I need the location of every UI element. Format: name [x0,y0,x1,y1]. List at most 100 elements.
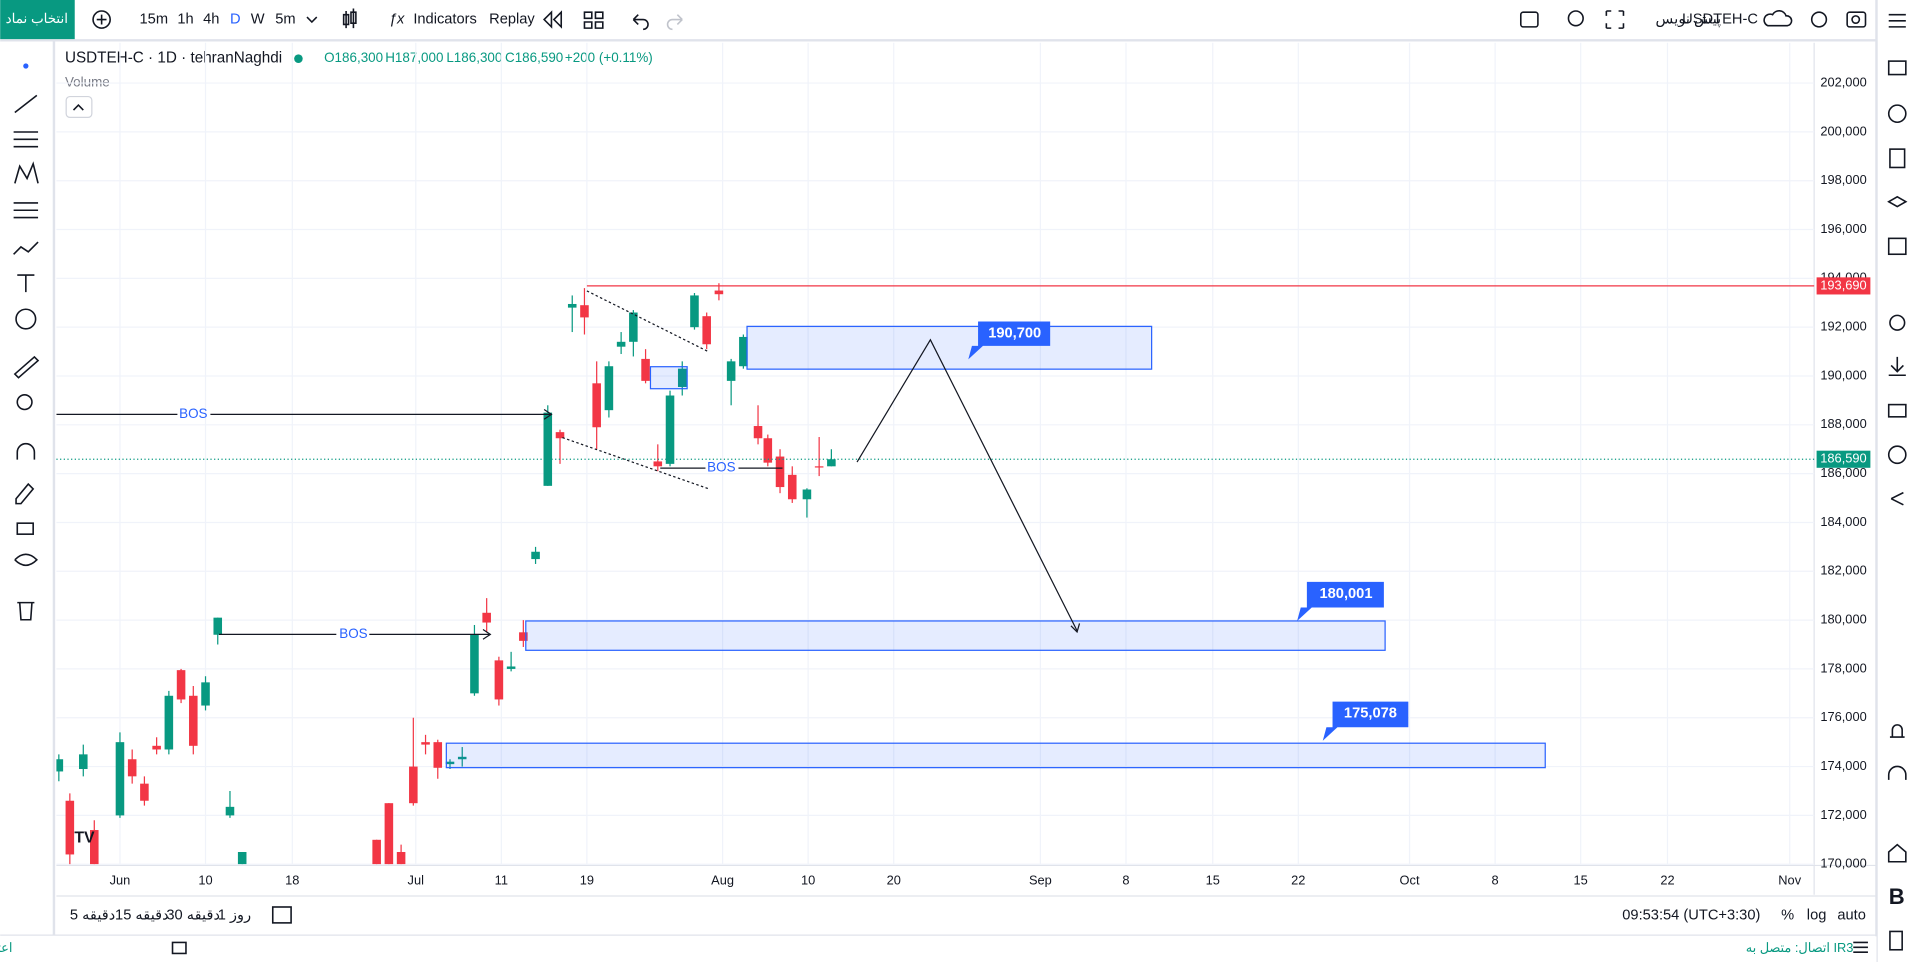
add-icon[interactable] [92,10,111,29]
pattern-tool[interactable] [14,161,39,184]
watchlist-icon[interactable] [1887,60,1907,76]
candle-body [555,432,565,439]
layers-icon[interactable] [1887,195,1908,208]
zoom-tool[interactable] [16,394,33,411]
card-icon[interactable] [1887,403,1907,418]
zone[interactable] [445,742,1546,769]
trend-line-tool[interactable] [14,94,38,114]
candle-body [753,426,763,439]
symbol-button-label[interactable]: انتخاب نماد [6,11,68,26]
notes-icon[interactable] [1889,148,1906,169]
callout[interactable] [968,321,1051,360]
interval[interactable]: 1h [177,11,193,27]
settings-icon[interactable] [1889,314,1906,331]
candle-body [189,695,198,746]
replay-icon[interactable] [542,10,563,29]
legend-close: C186,590 [505,50,563,65]
goto-date-icon[interactable] [271,906,292,924]
zone[interactable] [649,366,688,390]
range-button[interactable]: 5 دقیقه [70,907,115,923]
share-icon[interactable] [1890,491,1904,506]
indicators-button[interactable]: Indicators [413,11,477,27]
support-icon[interactable] [1887,765,1907,780]
layout-icon[interactable] [583,11,604,29]
text-tool[interactable] [17,274,35,293]
wedge-line[interactable] [562,290,710,490]
candle-body [604,366,614,411]
legend-high: H187,000 [385,50,443,65]
interval[interactable]: 5m [275,11,295,27]
undo-icon[interactable] [632,14,649,31]
interval[interactable]: 15m [140,11,169,27]
y-tick-label: 176,000 [1820,709,1866,724]
zone[interactable] [746,325,1153,370]
range-button[interactable]: 15 دقیقه [115,907,169,923]
cursor-tool[interactable] [23,63,29,69]
home-icon[interactable] [1887,843,1907,863]
dropdown-icon[interactable] [306,16,318,24]
emoji-tool[interactable] [15,308,37,330]
fib-tool[interactable] [13,131,39,148]
trash-tool[interactable] [17,601,35,621]
lock-tool[interactable] [16,522,34,535]
magnet-tool[interactable] [16,442,36,460]
brush-tool[interactable] [13,241,39,255]
menu-icon[interactable] [1888,13,1906,28]
redo-icon[interactable] [666,14,683,31]
bell-icon[interactable] [1889,724,1905,738]
download-icon[interactable] [1888,356,1906,377]
x-tick-label: 20 [887,873,901,888]
x-tick-label: Oct [1400,873,1420,888]
layout-symbol[interactable]: USDTEH-C [1682,11,1758,27]
callout-label: 175,078 [1344,706,1397,722]
range-button[interactable]: 30 دقیقه [166,907,220,923]
brand-icon[interactable]: B [1889,884,1905,909]
fx-icon[interactable]: ƒx [389,11,405,27]
candle-body [592,383,601,428]
legend-volume: Volume [65,75,110,90]
interval[interactable]: W [251,11,265,27]
zone[interactable] [525,620,1386,651]
draft-label[interactable]: پیش نویس [1656,11,1722,27]
draw-mode-tool[interactable] [15,482,35,505]
symbol-button[interactable] [0,0,75,40]
y-tick-label: 178,000 [1820,660,1866,675]
candle-body [629,312,638,342]
cloud-icon[interactable] [1763,10,1793,27]
log-toggle[interactable]: log [1807,907,1827,923]
candle-body [176,670,186,700]
ruler-tool[interactable] [13,355,40,379]
candle-body [641,358,650,381]
settings-icon[interactable] [1810,11,1828,28]
projection-path[interactable] [856,338,1078,632]
exit-icon[interactable] [1889,930,1903,951]
alert-icon[interactable] [1887,104,1907,124]
expand-icon[interactable] [1605,10,1625,29]
fullscreen-icon[interactable] [1519,11,1539,28]
projection-tool[interactable] [13,202,39,219]
range-button[interactable]: 1 روز [218,907,251,923]
chart-type-icon[interactable] [342,8,357,29]
y-tick-label: 184,000 [1820,514,1866,529]
callout[interactable] [1297,581,1384,621]
auto-toggle[interactable]: auto [1837,907,1866,923]
collapse-button[interactable] [65,95,93,118]
candle-body [127,759,137,777]
x-tick-label: 18 [285,873,299,888]
percent-toggle[interactable]: % [1781,907,1794,923]
y-tick-label: 198,000 [1820,172,1866,187]
camera-icon[interactable] [1846,11,1867,28]
interval[interactable]: 4h [203,11,219,27]
brand-logo: TV [74,830,95,847]
replay-button[interactable]: Replay [489,11,535,27]
candle-body [506,666,516,669]
search-icon[interactable] [1567,10,1584,27]
x-tick-label: 22 [1660,873,1674,888]
calendar-icon[interactable] [1887,237,1907,256]
callout[interactable] [1322,701,1409,741]
hide-tool[interactable] [14,553,38,567]
profile-icon[interactable] [1887,445,1907,465]
interval[interactable]: D [230,11,241,27]
status-menu-icon[interactable] [1853,941,1868,954]
credit-icon [171,941,187,955]
